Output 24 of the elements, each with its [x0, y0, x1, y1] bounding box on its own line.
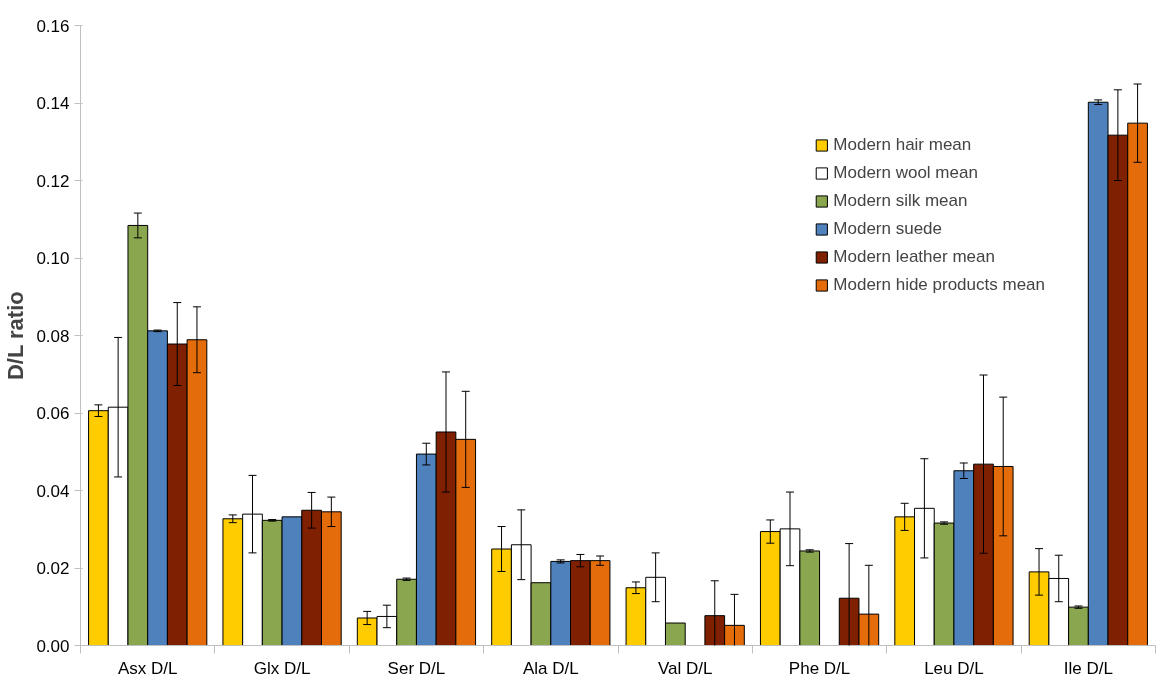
y-tick-label: 0.06 [36, 404, 70, 423]
x-tick-label: Asx D/L [117, 658, 178, 678]
x-tick-label: Leu D/L [924, 658, 984, 678]
x-tick-label: Val D/L [657, 658, 713, 678]
x-tick-label: Ala D/L [522, 658, 579, 678]
legend-label: Modern hair mean [833, 135, 972, 155]
y-tick-label: 0.12 [36, 171, 70, 191]
legend-label: Modern silk mean [833, 191, 968, 211]
y-tick-label: 0.14 [36, 94, 70, 113]
x-tick-label: Ser D/L [387, 658, 446, 678]
y-tick-label: 0.04 [36, 481, 70, 501]
x-tick-label: Glx D/L [253, 658, 311, 678]
x-tick-label: Ile D/L [1063, 658, 1113, 678]
legend-label: Modern leather mean [833, 247, 995, 267]
y-tick-label: 0.16 [36, 16, 70, 36]
y-tick-label: 0.02 [36, 559, 70, 578]
legend-label: Modern suede [833, 219, 942, 239]
y-tick-label: 0.08 [36, 326, 70, 346]
x-tick-label: Phe D/L [788, 658, 851, 678]
y-tick-label: 0.10 [36, 249, 70, 268]
legend-label: Modern wool mean [833, 163, 978, 183]
y-tick-label: 0.00 [36, 636, 70, 656]
y-axis-title: D/L ratio [3, 291, 29, 381]
legend-label: Modern hide products mean [833, 275, 1045, 295]
